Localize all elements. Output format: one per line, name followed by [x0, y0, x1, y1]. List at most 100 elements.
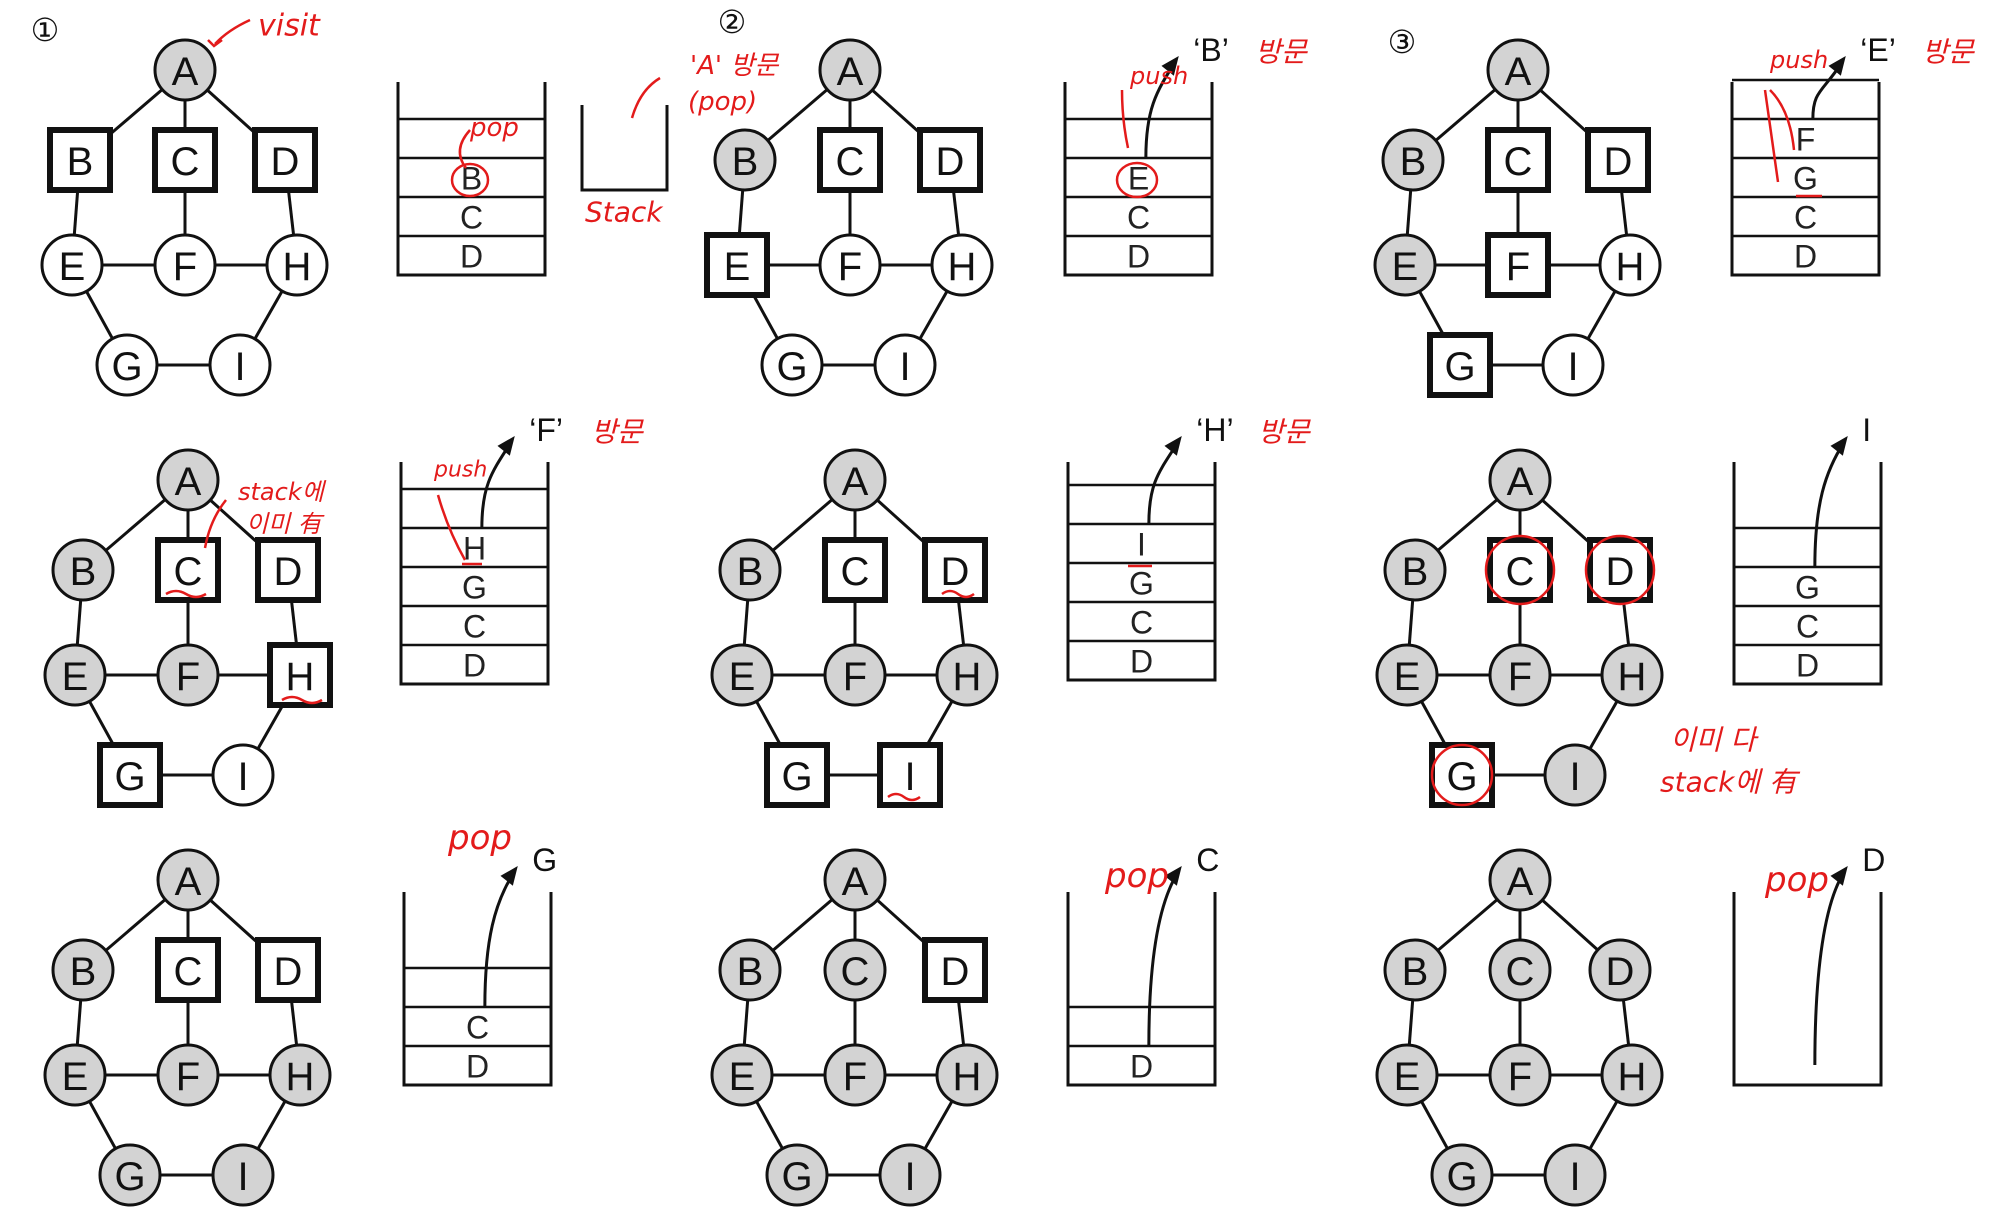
red-note: 이미 有	[246, 510, 325, 538]
node-label: C	[836, 140, 865, 184]
stack-item: B	[461, 161, 482, 197]
node-B: B	[51, 538, 115, 602]
node-D: D	[1587, 537, 1653, 603]
stack: DC	[1066, 842, 1219, 1087]
node-label: E	[62, 655, 89, 699]
node-box	[252, 127, 318, 193]
node-circle	[1383, 538, 1447, 602]
red-note: push	[433, 458, 487, 483]
node-I: I	[873, 333, 937, 397]
node-box	[155, 537, 221, 603]
stack-container	[399, 462, 550, 686]
node-B: B	[51, 938, 115, 1002]
stack-item: D	[1130, 1049, 1153, 1085]
node-label: D	[271, 140, 300, 184]
node-circle	[1488, 448, 1552, 512]
node-F: F	[1485, 232, 1551, 298]
node-I: I	[211, 743, 275, 807]
pop-arrow	[1813, 441, 1846, 568]
stack: BCD	[396, 82, 547, 277]
node-circle	[98, 1143, 162, 1207]
node-circle	[873, 333, 937, 397]
visit-annotation: 방문	[1255, 36, 1308, 69]
node-C: C	[1487, 537, 1553, 603]
node-G: G	[1430, 1143, 1494, 1207]
node-C: C	[823, 938, 887, 1002]
node-B: B	[713, 128, 777, 192]
node-label: B	[1402, 950, 1429, 994]
node-label: A	[1507, 460, 1534, 504]
stack-container	[1732, 892, 1883, 1087]
stack-item: D	[1127, 239, 1150, 275]
step-marker: ①	[31, 12, 60, 48]
node-D: D	[252, 127, 318, 193]
node-D: D	[917, 127, 983, 193]
popped-node: B	[1200, 32, 1221, 68]
step-marker: ②	[718, 4, 747, 40]
node-label: C	[1506, 950, 1535, 994]
node-label: I	[237, 755, 248, 799]
node-label: I	[234, 345, 245, 389]
node-circle	[153, 233, 217, 297]
node-circle	[718, 938, 782, 1002]
node-label: B	[1402, 550, 1429, 594]
node-circle	[718, 538, 782, 602]
node-circle	[823, 1043, 887, 1107]
node-label: H	[1616, 245, 1645, 289]
squiggle-D	[941, 589, 975, 599]
stack-item: C	[460, 200, 483, 236]
popped-node: G	[532, 842, 557, 878]
node-B: B	[718, 538, 782, 602]
node-C: C	[155, 537, 221, 603]
node-circle	[1488, 848, 1552, 912]
node-circle	[1381, 128, 1445, 192]
node-circle	[1598, 233, 1662, 297]
popped-label: D	[1862, 842, 1885, 878]
popped-label: ‘B’	[1193, 32, 1229, 68]
push-arrow-H	[436, 494, 467, 561]
arrow-head	[500, 865, 518, 886]
node-circle	[765, 1143, 829, 1207]
node-label: I	[237, 1155, 248, 1199]
node-box	[1585, 127, 1651, 193]
red-note: pop	[469, 113, 519, 143]
node-circle	[156, 643, 220, 707]
node-circle	[1543, 743, 1607, 807]
node-A: A	[818, 38, 882, 102]
node-I: I	[878, 1143, 942, 1207]
node-label: D	[941, 950, 970, 994]
node-D: D	[922, 537, 988, 603]
stack-item: H	[463, 531, 486, 567]
graph-edges	[73, 878, 302, 1177]
pop-arrow	[1813, 871, 1846, 1066]
stack-item: C	[1130, 605, 1153, 641]
squiggle-C	[165, 589, 207, 599]
node-F: F	[818, 233, 882, 297]
node-circle	[818, 233, 882, 297]
push-arrow-F	[1769, 89, 1796, 151]
node-H: H	[1598, 233, 1662, 297]
node-label: H	[1618, 655, 1647, 699]
node-G: G	[97, 742, 163, 808]
arrow-head	[1828, 55, 1846, 76]
popped-node: D	[1862, 842, 1885, 878]
arrow-head	[1161, 55, 1179, 76]
node-I: I	[1543, 743, 1607, 807]
node-label: C	[1506, 550, 1535, 594]
popped-label: ‘F’	[529, 412, 563, 448]
stack-item: G	[462, 570, 487, 606]
node-label: A	[172, 50, 199, 94]
node-label: C	[174, 950, 203, 994]
node-circle	[935, 643, 999, 707]
node-F: F	[1488, 1043, 1552, 1107]
popped-label: C	[1196, 842, 1219, 878]
stack-item: D	[460, 239, 483, 275]
node-label: F	[1508, 1055, 1532, 1099]
circle-on-C	[1484, 534, 1556, 606]
node-box	[822, 537, 888, 603]
node-box	[1485, 232, 1551, 298]
stack-item: D	[1130, 644, 1153, 680]
node-label: E	[724, 245, 751, 289]
node-label: F	[1506, 245, 1530, 289]
